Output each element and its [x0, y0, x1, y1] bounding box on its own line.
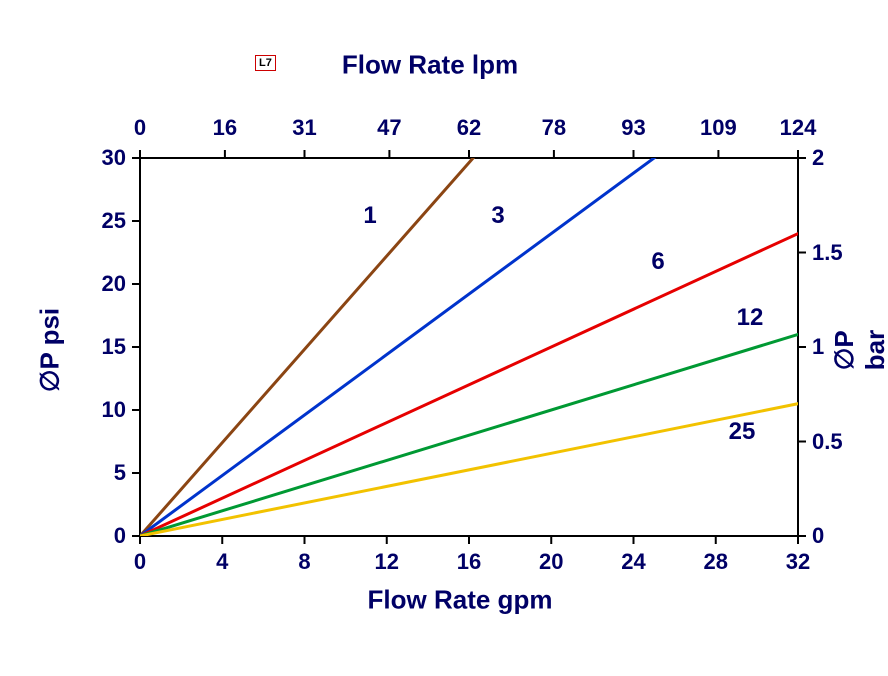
- yr-tick-0: 0: [812, 523, 824, 549]
- yl-tick-0: 0: [114, 523, 126, 549]
- xb-tick-3: 12: [375, 549, 399, 575]
- x-bottom-title: Flow Rate gpm: [368, 585, 553, 616]
- xb-tick-4: 16: [457, 549, 481, 575]
- xt-tick-4: 62: [457, 115, 481, 141]
- yr-tick-1: 0.5: [812, 429, 843, 455]
- xb-tick-5: 20: [539, 549, 563, 575]
- xb-tick-2: 8: [298, 549, 310, 575]
- yl-tick-6: 30: [102, 145, 126, 171]
- xt-tick-8: 124: [780, 115, 817, 141]
- yl-tick-5: 25: [102, 208, 126, 234]
- xt-tick-0: 0: [134, 115, 146, 141]
- yl-tick-4: 20: [102, 271, 126, 297]
- series-label-25: 25: [729, 418, 756, 446]
- yr-tick-4: 2: [812, 145, 824, 171]
- xb-tick-6: 24: [621, 549, 645, 575]
- series-3: [135, 0, 888, 540]
- xt-tick-1: 16: [213, 115, 237, 141]
- xb-tick-0: 0: [134, 549, 146, 575]
- series-1: [137, 0, 888, 540]
- xt-tick-2: 31: [292, 115, 316, 141]
- yr-tick-2: 1: [812, 334, 824, 360]
- l7-marker: L7: [255, 55, 276, 71]
- xb-tick-1: 4: [216, 549, 228, 575]
- xb-tick-7: 28: [704, 549, 728, 575]
- series-25: [133, 139, 888, 537]
- series-label-3: 3: [491, 202, 504, 230]
- x-top-title: Flow Rate lpm: [342, 50, 518, 81]
- yr-tick-3: 1.5: [812, 240, 843, 266]
- series-label-6: 6: [651, 248, 664, 276]
- xt-tick-5: 78: [542, 115, 566, 141]
- xt-tick-3: 47: [377, 115, 401, 141]
- yl-tick-2: 10: [102, 397, 126, 423]
- yl-tick-1: 5: [114, 460, 126, 486]
- yl-tick-3: 15: [102, 334, 126, 360]
- y-left-title: ∅P psi: [35, 308, 66, 392]
- series-label-1: 1: [363, 202, 376, 230]
- xb-tick-8: 32: [786, 549, 810, 575]
- xt-tick-7: 109: [700, 115, 737, 141]
- y-right-title: ∅P bar: [829, 330, 888, 370]
- series-label-12: 12: [737, 304, 764, 332]
- xt-tick-6: 93: [621, 115, 645, 141]
